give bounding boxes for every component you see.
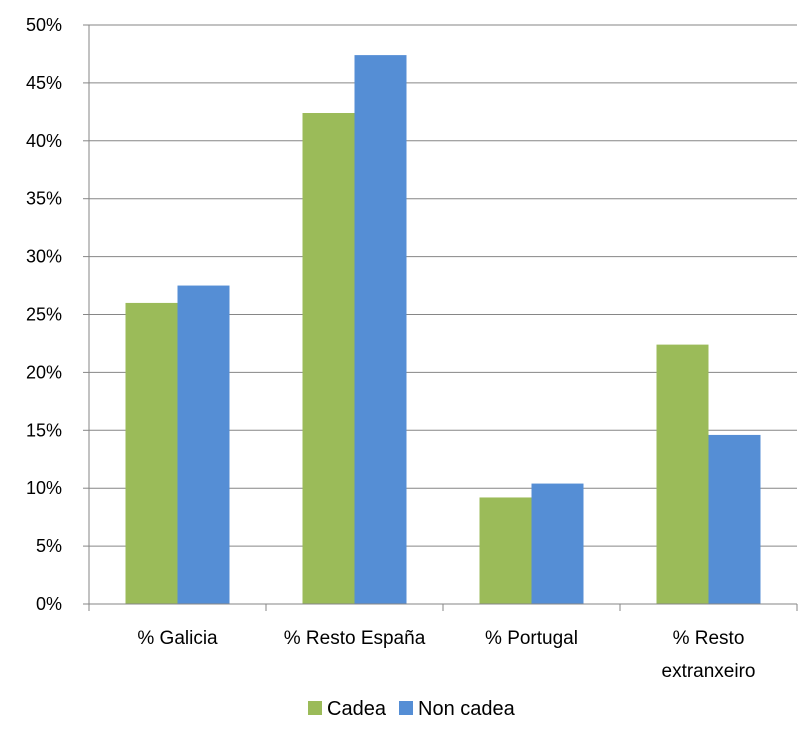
bar-non-cadea [708,434,761,604]
bar-non-cadea [531,483,584,604]
y-tick-label: 10% [26,478,62,498]
x-category-label: % Portugal [485,628,578,649]
y-tick-label: 40% [26,131,62,151]
x-category-label: % Resto extranxeiro [662,628,756,682]
legend-label: Non cadea [418,698,516,720]
x-category-label-line: % Resto España [284,628,426,649]
bars-group [125,55,761,605]
y-tick-label: 35% [26,189,62,209]
x-category-label-line: extranxeiro [662,661,756,682]
y-tick-label: 50% [26,15,62,35]
y-tick-label: 45% [26,73,62,93]
y-tick-label: 15% [26,420,62,440]
bar-cadea [302,113,355,605]
bar-cadea [125,302,178,604]
bar-non-cadea [177,285,230,604]
bar-cadea [479,497,532,604]
x-category-label: % Resto España [284,628,426,649]
y-tick-label: 5% [36,536,62,556]
bar-cadea [656,344,709,604]
y-tick-label: 25% [26,305,62,325]
y-tick-label: 0% [36,594,62,614]
x-category-label-line: % Galicia [137,628,218,649]
x-category-label: % Galicia [137,628,218,649]
legend-swatch-non-cadea [399,701,413,715]
x-axis-category-labels: % Galicia % Resto España % Portugal % Resto… [137,628,755,682]
axes [83,24,798,611]
y-tick-label: 30% [26,247,62,267]
y-axis-tick-labels: 0% 5% 10% 15% 20% 25% 30% 35% 40% 45% 50% [26,15,62,614]
legend: Cadea Non cadea [308,698,516,720]
legend-swatch-cadea [308,701,322,715]
legend-label: Cadea [327,698,387,720]
y-tick-label: 20% [26,362,62,382]
bar-non-cadea [354,55,407,604]
x-category-label-line: % Resto [673,628,745,649]
x-category-label-line: % Portugal [485,628,578,649]
